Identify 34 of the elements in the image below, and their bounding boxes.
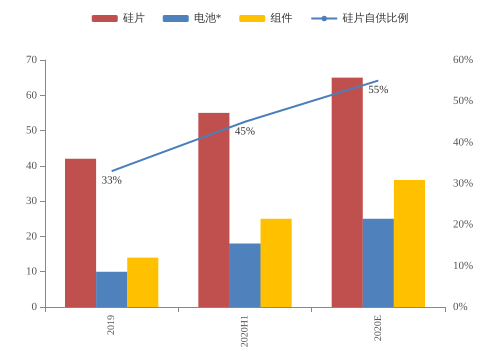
bar xyxy=(127,258,158,307)
data-label: 33% xyxy=(102,174,122,187)
data-label: 55% xyxy=(368,84,388,96)
y-tick-label: 20 xyxy=(26,230,38,242)
bar xyxy=(260,218,292,307)
x-tick-label: 2020H1 xyxy=(240,315,250,348)
y2-tick-label: 0% xyxy=(453,301,468,313)
y-tick-label: 0 xyxy=(32,301,38,313)
bar xyxy=(96,272,128,307)
y-tick-label: 60 xyxy=(26,89,38,102)
bar xyxy=(332,78,363,307)
y2-tick-label: 40% xyxy=(453,136,474,148)
x-tick-label: 2019 xyxy=(106,315,118,335)
y-tick-label: 10 xyxy=(26,266,38,278)
y2-tick-label: 10% xyxy=(453,260,474,272)
legend-label: 电池* xyxy=(194,12,222,24)
legend-label: 硅片 xyxy=(122,12,145,24)
y-tick-label: 30 xyxy=(26,195,38,208)
y-tick-label: 70 xyxy=(26,54,38,66)
bar xyxy=(65,158,96,307)
y-tick-label: 50 xyxy=(26,124,38,137)
bar xyxy=(394,180,425,307)
y2-tick-label: 60% xyxy=(453,54,474,66)
data-label: 45% xyxy=(234,125,256,138)
legend-label: 硅片自供比例 xyxy=(341,12,408,24)
bar xyxy=(198,112,230,307)
y-tick-label: 40 xyxy=(26,160,38,172)
bar xyxy=(229,243,261,307)
y2-tick-label: 50% xyxy=(453,95,474,108)
y2-tick-label: 20% xyxy=(453,218,474,231)
bar xyxy=(362,218,394,307)
legend-label: 组件 xyxy=(270,12,292,24)
y2-tick-label: 30% xyxy=(453,178,474,190)
x-tick-label: 2020E xyxy=(372,315,384,342)
